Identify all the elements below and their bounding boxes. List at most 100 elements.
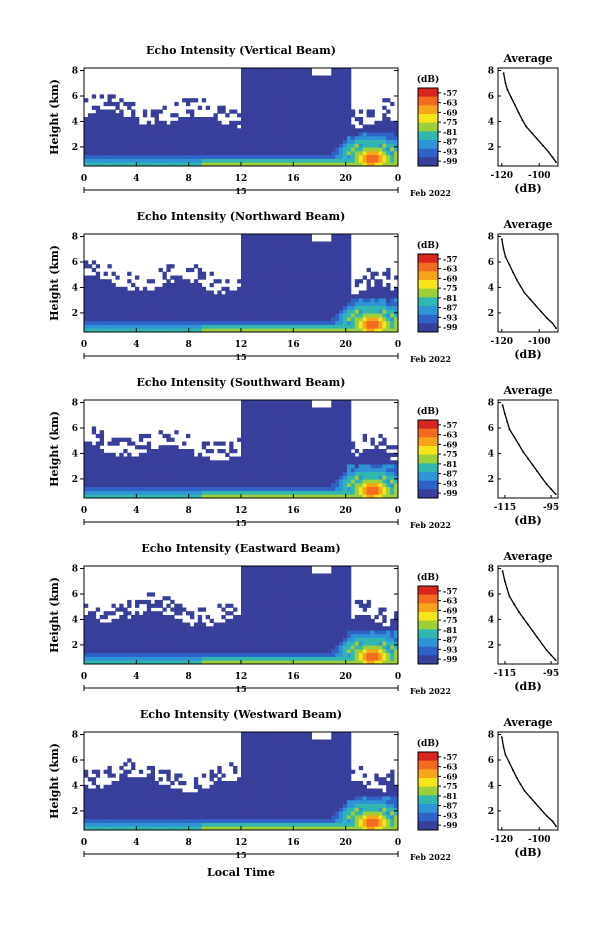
heatmap-cell [323,316,328,322]
heatmap-cell [335,403,340,408]
heatmap-cell [127,154,132,159]
heatmap-cell [319,94,324,99]
heatmap-cell [354,298,360,303]
heatmap-cell [272,271,277,276]
heatmap-cell [284,249,289,254]
heatmap-cell [268,98,273,103]
heatmap-cell [91,267,97,273]
heatmap-cell [162,607,167,612]
heatmap-cell [280,415,285,420]
heatmap-cell [347,320,352,325]
heatmap-cell [209,328,214,333]
heatmap-cell [87,622,93,627]
heatmap-cell [358,467,364,472]
heatmap-cell [327,245,332,250]
heatmap-cell [366,301,371,306]
heatmap-cell [233,143,238,148]
heatmap-cell [347,264,352,269]
heatmap-cell [335,94,340,99]
heatmap-cell [256,452,261,457]
heatmap-cell [123,313,128,318]
heatmap-cell [95,456,101,461]
heatmap-cell [295,267,301,273]
heatmap-cell [135,615,140,620]
heatmap-cell [107,648,112,654]
heatmap-cell [193,132,199,137]
heatmap-cell [323,139,328,144]
heatmap-cell [186,162,191,167]
heatmap-cell [378,460,383,465]
heatmap-cell [323,98,328,103]
heatmap-cell [87,464,93,469]
heatmap-cell [382,139,387,144]
heatmap-cell [182,660,187,665]
heatmap-cell [347,275,352,280]
heatmap-cell [209,294,214,299]
heatmap-cell [276,460,281,465]
heatmap-cell [343,113,348,118]
profile-point [510,96,512,99]
heatmap-cell [241,79,246,84]
heatmap-cell [166,328,171,333]
heatmap-cell [311,271,316,276]
heatmap-cell [374,324,379,329]
heatmap-cell [319,101,324,107]
heatmap-cell [84,637,89,642]
heatmap-cell [95,113,101,118]
heatmap-cell [225,128,230,133]
heatmap-cell [260,426,265,431]
heatmap-cell [162,467,167,472]
heatmap-cell [323,407,328,412]
heatmap-cell [174,286,179,291]
heatmap-cell [252,290,258,295]
heatmap-cell [272,301,277,306]
heatmap-cell [374,124,379,129]
heatmap-cell [276,415,281,420]
heatmap-cell [190,120,195,125]
heatmap-cell [103,143,108,148]
heatmap-cell [115,456,120,461]
heatmap-cell [295,162,301,167]
heatmap-cell [201,290,207,295]
heatmap-cell [347,490,352,495]
heatmap-cell [374,128,379,133]
heatmap-cell [119,320,124,325]
profile-point [531,464,534,466]
heatmap-cell [162,120,167,125]
heatmap-cell [190,652,195,657]
heatmap-cell [374,328,379,333]
heatmap-cell [319,482,324,488]
heatmap-cell [162,290,167,295]
heatmap-cell [288,407,293,412]
heatmap-cell [217,147,222,152]
heatmap-cell [131,622,136,627]
heatmap-cell [319,441,324,446]
heatmap-cell [178,120,183,125]
heatmap-cell [150,313,155,318]
heatmap-cell [193,320,199,325]
heatmap-cell [190,117,195,122]
heatmap-cell [182,452,187,457]
heatmap-cell [241,98,246,103]
heatmap-cell [264,267,269,273]
heatmap-cell [237,437,242,442]
colorbar-swatch [418,157,438,167]
heatmap-cell [182,298,187,303]
heatmap-cell [84,618,89,623]
x-tick-label: 20 [339,340,352,350]
heatmap-cell [142,124,148,129]
heatmap-cell [95,633,101,638]
heatmap-cell [331,418,336,423]
heatmap-cell [386,313,391,318]
heatmap-cell [162,479,167,484]
heatmap-cell [158,599,163,605]
heatmap-cell [394,143,399,148]
heatmap-cell [229,154,234,159]
heatmap-cell [217,120,222,125]
heatmap-cell [91,301,97,306]
heatmap-cell [295,475,301,480]
heatmap-cell [386,445,391,450]
colorbar-tick-label: -99 [443,156,458,166]
heatmap-cell [119,98,124,103]
heatmap-cell [331,426,336,431]
